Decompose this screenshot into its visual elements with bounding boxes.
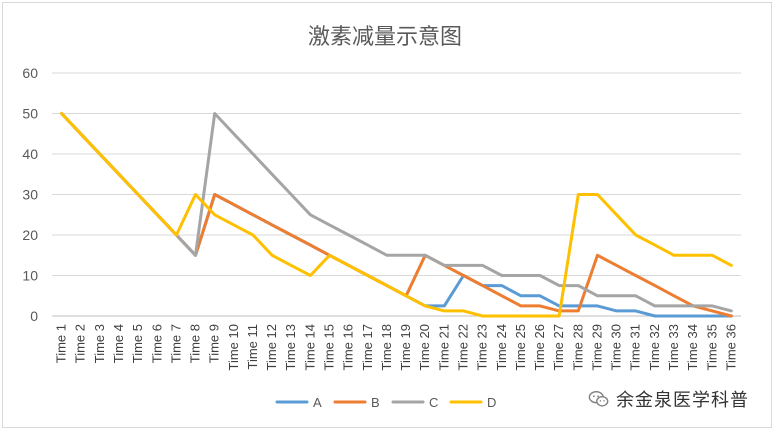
series-line-B xyxy=(60,112,733,318)
watermark: 余金泉医学科普 xyxy=(588,386,749,412)
watermark-text: 余金泉医学科普 xyxy=(616,390,749,411)
x-tick-label: Time 36 xyxy=(723,324,738,370)
y-tick-label: 60 xyxy=(22,65,38,81)
legend-label: A xyxy=(313,395,322,410)
x-tick-label: Time 29 xyxy=(589,324,604,370)
x-tick-label: Time 31 xyxy=(628,324,643,370)
series-lines xyxy=(60,112,733,318)
x-tick-label: Time 8 xyxy=(188,324,203,363)
x-tick-label: Time 20 xyxy=(417,324,432,370)
x-tick-label: Time 19 xyxy=(398,324,413,370)
x-tick-label: Time 1 xyxy=(54,324,69,363)
x-tick-label: Time 32 xyxy=(647,324,662,370)
x-tick-label: Time 13 xyxy=(283,324,298,370)
x-tick-label: Time 23 xyxy=(475,324,490,370)
series-line-C xyxy=(60,112,733,313)
x-tick-label: Time 10 xyxy=(226,324,241,370)
x-tick-label: Time 27 xyxy=(551,324,566,370)
x-tick-label: Time 2 xyxy=(73,324,88,363)
y-tick-label: 20 xyxy=(22,227,38,243)
x-tick-label: Time 30 xyxy=(609,324,624,370)
x-tick-label: Time 9 xyxy=(207,324,222,363)
legend-label: C xyxy=(429,395,438,410)
chart-title: 激素减量示意图 xyxy=(308,25,462,50)
y-axis-ticks: 0 10 20 30 40 50 60 xyxy=(22,65,38,324)
x-tick-label: Time 35 xyxy=(704,324,719,370)
x-tick-label: Time 26 xyxy=(532,324,547,370)
series-line-D xyxy=(60,112,733,318)
y-tick-label: 30 xyxy=(22,187,38,203)
y-tick-label: 40 xyxy=(22,146,38,162)
y-tick-label: 10 xyxy=(22,268,38,284)
x-tick-label: Time 18 xyxy=(379,324,394,370)
legend-item-C: C xyxy=(391,395,438,410)
y-tick-label: 0 xyxy=(30,308,38,324)
x-tick-label: Time 3 xyxy=(92,324,107,363)
wechat-icon xyxy=(588,390,609,407)
legend-item-A: A xyxy=(275,395,322,410)
x-tick-label: Time 4 xyxy=(111,324,126,363)
legend-label: D xyxy=(487,395,496,410)
x-tick-label: Time 24 xyxy=(494,324,509,370)
x-tick-label: Time 34 xyxy=(685,324,700,370)
x-tick-label: Time 7 xyxy=(168,324,183,363)
x-tick-label: Time 28 xyxy=(570,324,585,370)
x-tick-label: Time 5 xyxy=(130,324,145,363)
x-tick-label: Time 12 xyxy=(264,324,279,370)
series-line-A xyxy=(60,112,733,318)
x-tick-label: Time 22 xyxy=(455,324,470,370)
x-tick-label: Time 11 xyxy=(245,324,260,370)
x-tick-label: Time 33 xyxy=(666,324,681,370)
x-tick-label: Time 25 xyxy=(513,324,528,370)
legend-item-B: B xyxy=(333,395,380,410)
grid-lines xyxy=(52,72,741,317)
x-tick-label: Time 21 xyxy=(436,324,451,370)
legend-label: B xyxy=(371,395,380,410)
x-axis-ticks: Time 1 Time 2 Time 3 Time 4 Time 5 Time 6 Time… xyxy=(54,324,739,370)
y-tick-label: 50 xyxy=(22,106,38,122)
x-tick-label: Time 16 xyxy=(341,324,356,370)
legend: A B C D xyxy=(275,395,496,410)
x-tick-label: Time 6 xyxy=(149,324,164,363)
x-tick-label: Time 15 xyxy=(322,324,337,370)
legend-item-D: D xyxy=(449,395,496,410)
x-tick-label: Time 17 xyxy=(360,324,375,370)
x-tick-label: Time 14 xyxy=(302,324,317,370)
